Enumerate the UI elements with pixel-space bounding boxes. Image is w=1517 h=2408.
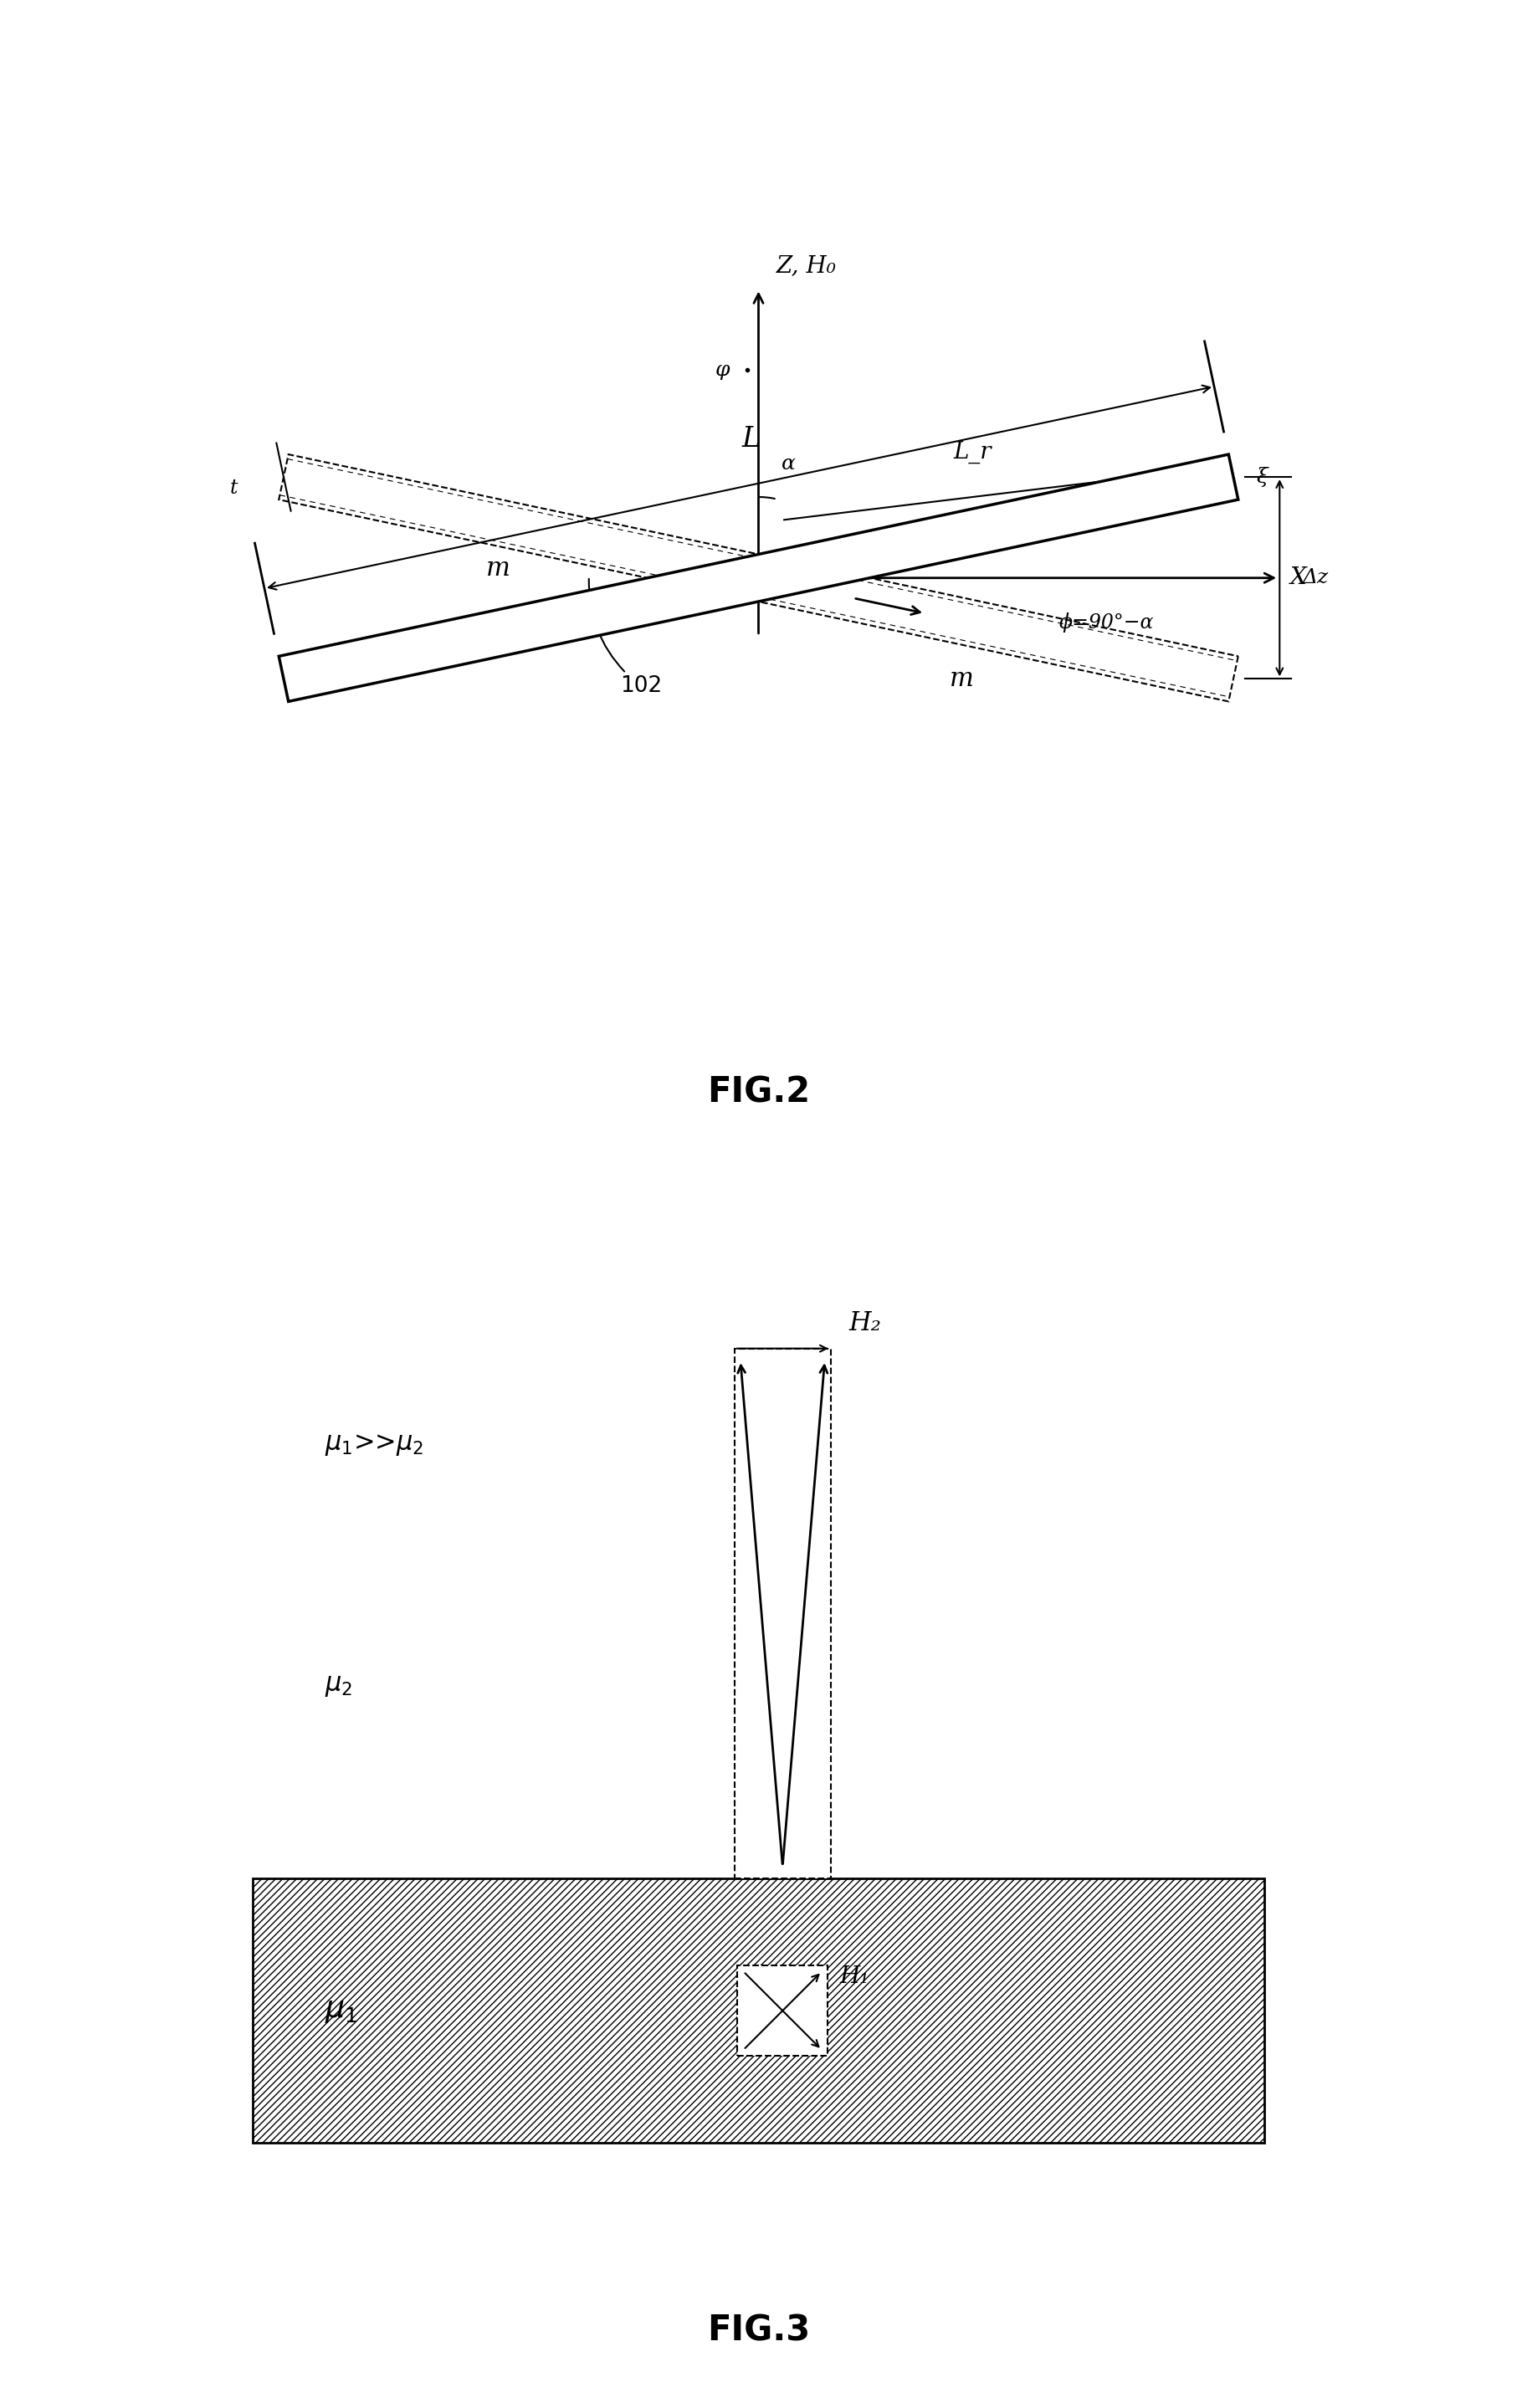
Text: m: m [950,667,974,691]
Text: FIG.3: FIG.3 [707,2312,810,2348]
Polygon shape [279,455,1238,701]
Text: Δz: Δz [1303,568,1329,588]
Text: ϕ=90°−α: ϕ=90°−α [1059,612,1154,633]
Text: Z, H₀: Z, H₀ [775,255,836,277]
Text: L: L [742,426,760,453]
Text: X: X [1291,566,1306,590]
Bar [734,1348,831,1878]
Text: L_r: L_r [954,441,992,465]
Text: t: t [229,479,237,498]
Text: $\mu_2$: $\mu_2$ [325,1674,353,1698]
Text: H₂: H₂ [850,1310,881,1336]
Text: $\mu_1$>>$\mu_2$: $\mu_1$>>$\mu_2$ [325,1433,423,1457]
Text: FIG.2: FIG.2 [707,1074,810,1110]
Text: H₁: H₁ [840,1965,869,1989]
Text: α: α [781,455,796,474]
Bar [737,1965,828,2056]
Text: 102: 102 [589,578,661,698]
Text: $\mu_1$: $\mu_1$ [325,1996,358,2025]
Bar [253,1878,1264,2143]
Text: φ: φ [715,361,730,380]
Text: ξ: ξ [1256,467,1268,486]
Text: m: m [485,556,510,580]
